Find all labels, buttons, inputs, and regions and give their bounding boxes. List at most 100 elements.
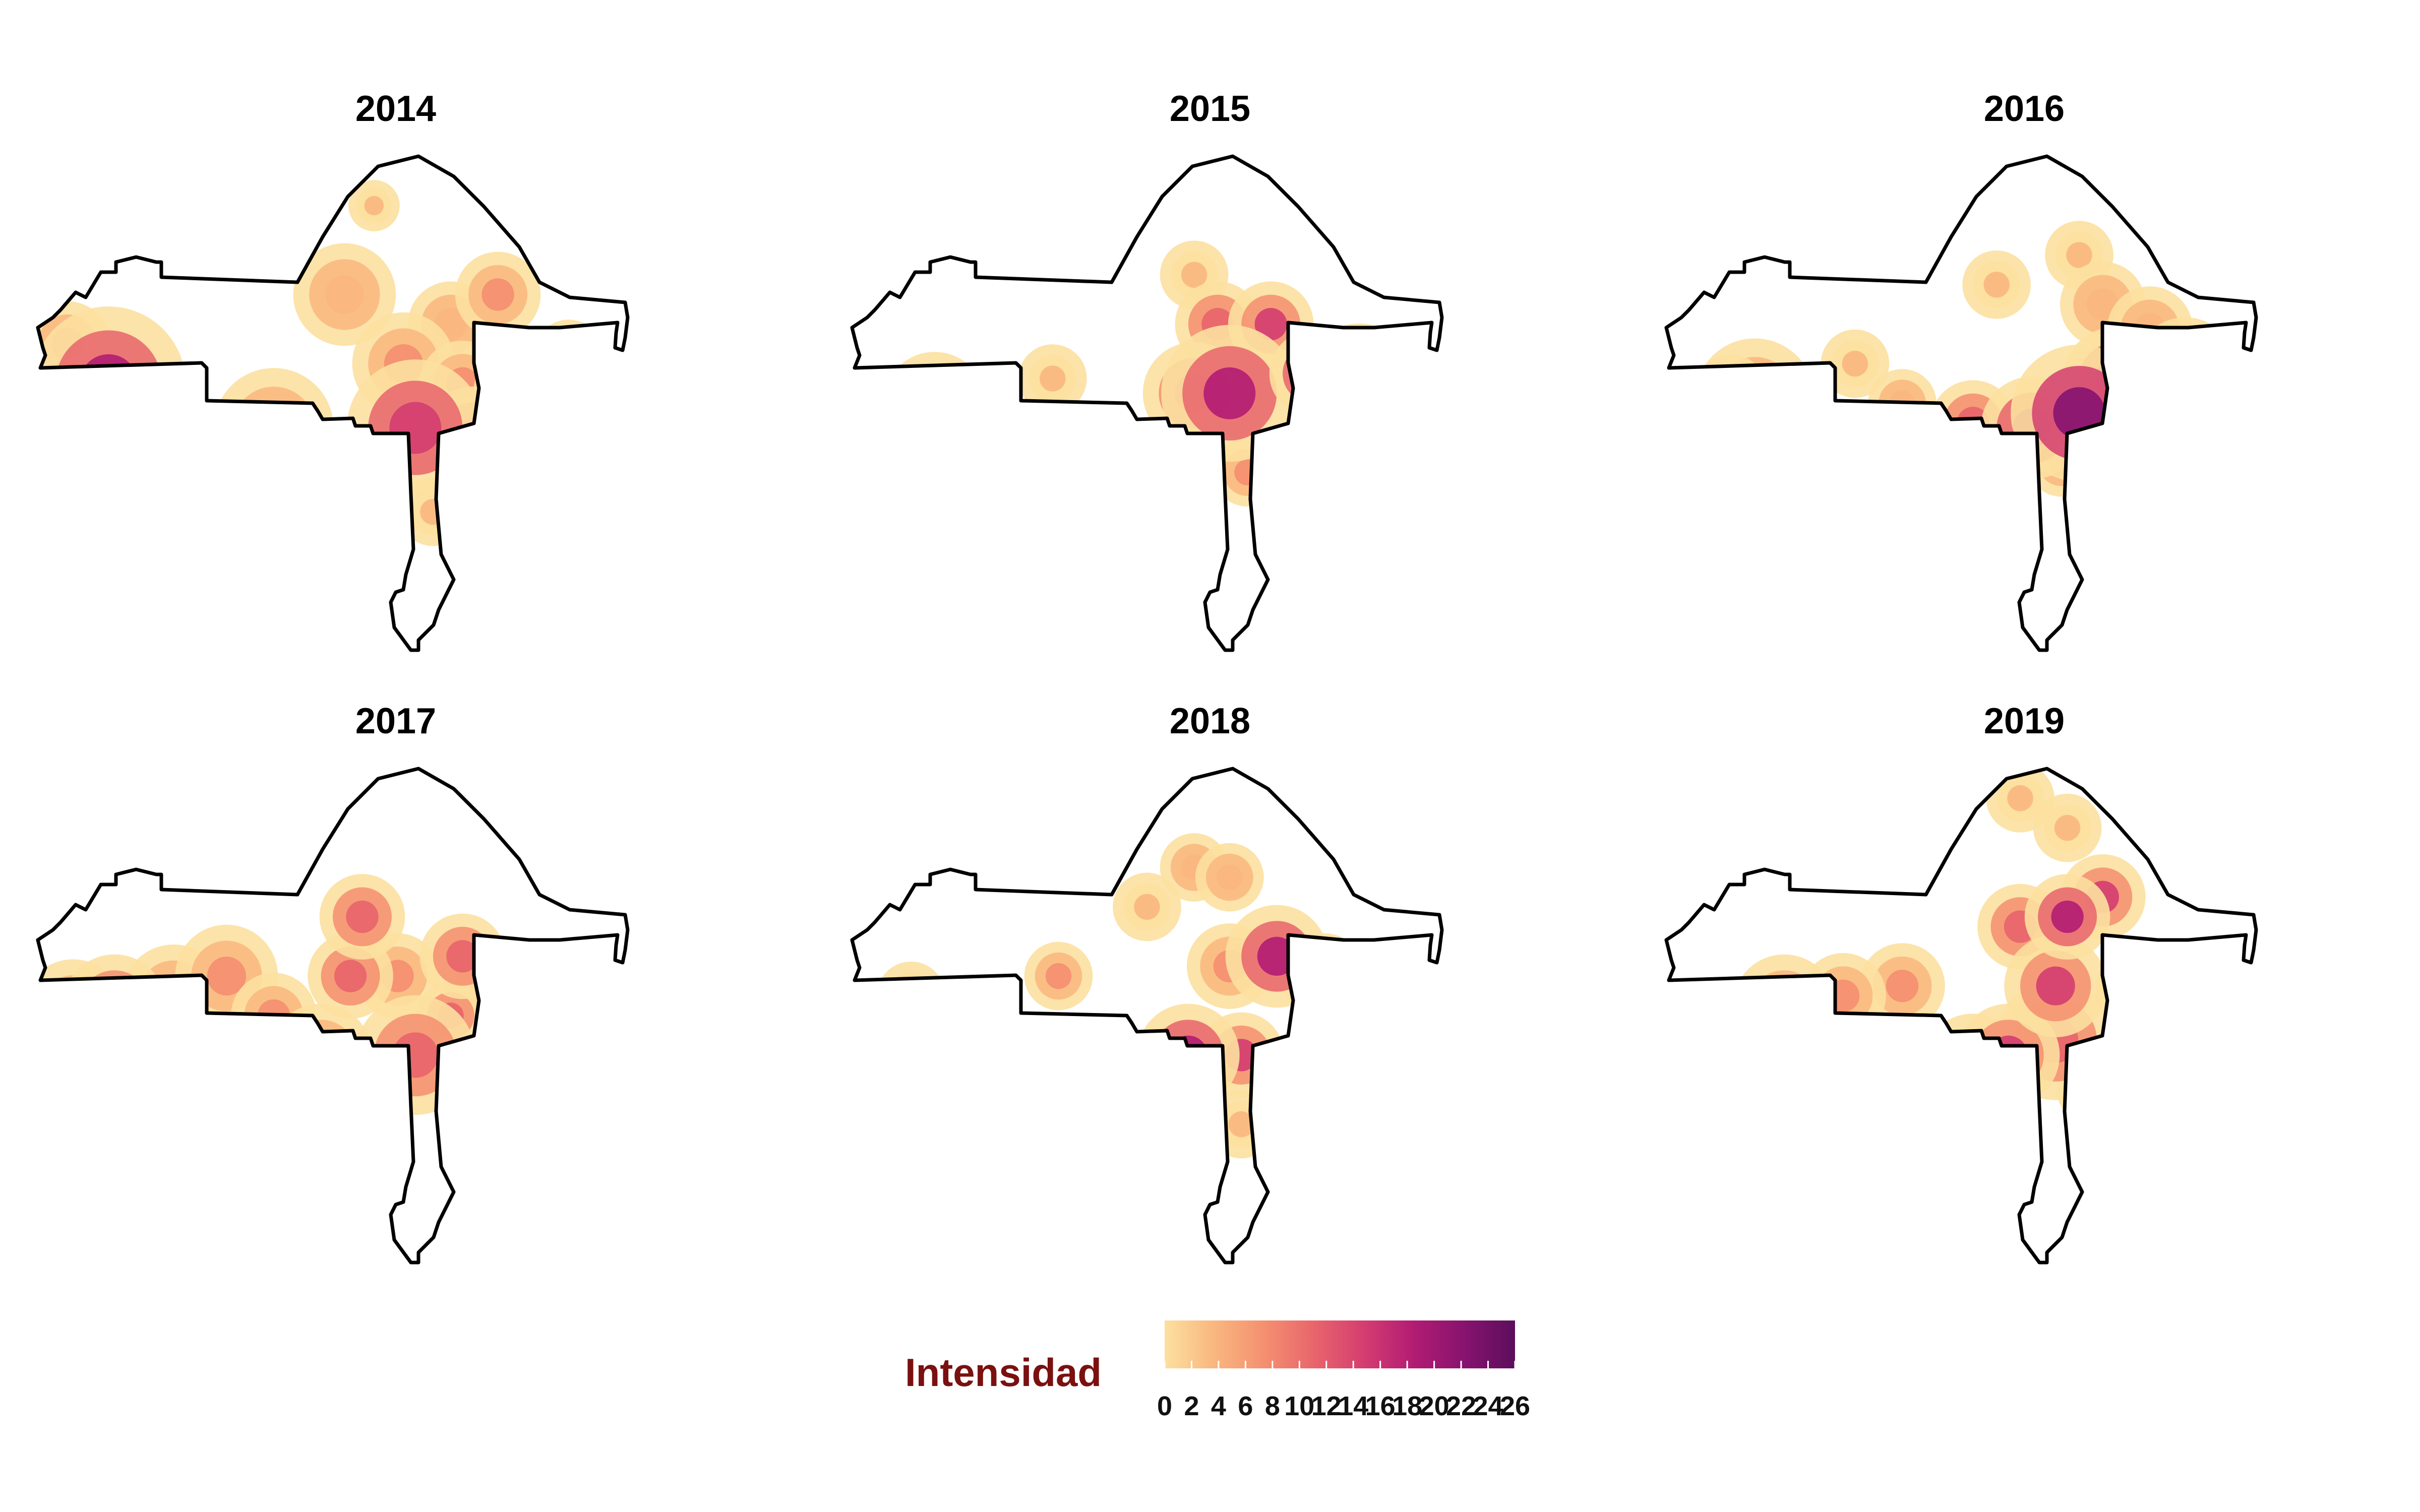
panel-2015: 2015 — [822, 89, 1461, 650]
legend-tick-label: 16 — [1365, 1391, 1396, 1421]
hotspot-core — [1169, 1035, 1208, 1075]
hotspot-halo — [2134, 317, 2237, 420]
hotspot-core — [1402, 377, 1435, 410]
hotspot-halo — [269, 1003, 373, 1107]
hotspot-core — [1827, 979, 1860, 1012]
hotspot-ring — [2150, 333, 2221, 404]
hotspot-halo — [1319, 964, 1423, 1067]
hotspot-core — [95, 986, 134, 1026]
hotspot-halo — [473, 333, 593, 454]
hotspots — [852, 833, 1442, 1159]
hotspot-core — [1988, 1035, 2028, 1075]
hotspot-core — [301, 1035, 341, 1075]
hotspot-core — [1337, 360, 1382, 406]
hotspot-core — [1134, 894, 1160, 920]
legend-tick-label: 24 — [1473, 1391, 1503, 1421]
hotspot-core — [1045, 963, 1072, 989]
hotspot-core — [1732, 375, 1778, 421]
hotspot-core — [446, 940, 479, 973]
hotspot-halo — [1695, 338, 1815, 458]
panel-2016: 2016 — [1647, 89, 2281, 650]
panel-title: 2015 — [1170, 89, 1250, 129]
hotspot-core — [915, 384, 954, 423]
hotspot-ring — [1318, 342, 1401, 425]
hotspot-core — [898, 983, 924, 1009]
hotspots — [1666, 221, 2256, 497]
hotspot-halo — [534, 320, 603, 388]
hotspot-core — [2007, 785, 2033, 811]
legend-tick-label: 6 — [1238, 1391, 1253, 1421]
hotspot-core — [79, 354, 138, 413]
hotspot-halo — [2196, 350, 2256, 436]
hotspot-core — [1842, 350, 1868, 377]
hotspot-core — [1086, 429, 1113, 456]
hotspot-core — [207, 956, 247, 996]
panel-2018: 2018 — [833, 701, 1461, 1263]
region-outline — [38, 156, 628, 650]
hotspot-halo — [1375, 973, 1442, 1058]
region-outline — [852, 769, 1442, 1263]
hotspot-core — [859, 429, 904, 476]
hotspot-core — [1040, 365, 1066, 392]
hotspot-ring — [2209, 363, 2256, 423]
legend-tick-label: 26 — [1500, 1391, 1530, 1421]
hotspot-core — [1673, 411, 1706, 445]
hotspot-core — [1953, 1045, 1993, 1085]
hotspot-ring — [2108, 961, 2168, 1021]
legend-tick-label: 14 — [1338, 1391, 1368, 1421]
hotspot-core — [1307, 960, 1341, 992]
legend-tick-label: 12 — [1311, 1391, 1342, 1421]
panel-title: 2017 — [355, 701, 436, 741]
hotspot-core — [1257, 936, 1297, 976]
hotspot-core — [1181, 262, 1207, 288]
hotspot-core — [53, 991, 93, 1030]
legend-tick-label: 2 — [1184, 1391, 1199, 1421]
panel-title: 2014 — [355, 89, 436, 129]
legend-colorbar — [1165, 1320, 1515, 1368]
hotspot-ring — [1748, 970, 1820, 1041]
hotspot-halo — [2095, 948, 2181, 1034]
hotspot-ring — [545, 330, 592, 377]
panel-2017: 2017 — [22, 701, 628, 1263]
hotspot-halo — [38, 368, 133, 488]
hotspot-ring — [38, 387, 115, 469]
hotspot-halo — [852, 393, 942, 513]
hotspot-halo — [1733, 954, 1836, 1057]
hotspot-core — [1402, 999, 1435, 1032]
hotspot-core — [334, 960, 367, 992]
hotspot-ring — [1713, 357, 1796, 440]
hotspot-ring — [1666, 398, 1720, 458]
hotspot-core — [481, 278, 514, 311]
hotspot-ring — [899, 367, 970, 439]
panel-2014: 2014 — [13, 89, 641, 650]
hotspot-halo — [1694, 982, 1780, 1068]
hotspot-core — [2122, 974, 2155, 1007]
hotspot-ring — [2067, 1066, 2115, 1113]
hotspot-core — [1718, 375, 1744, 402]
hotspot-halo — [590, 353, 628, 404]
legend-tick-label: 0 — [1157, 1391, 1172, 1421]
hotspot-core — [606, 368, 626, 389]
hotspot-core — [2165, 349, 2205, 389]
hotspot-core — [1679, 1009, 1712, 1042]
hotspots — [38, 874, 529, 1115]
hotspot-core — [1351, 996, 1391, 1035]
hotspot-ring — [1388, 986, 1442, 1045]
hotspot-core — [1765, 986, 1804, 1026]
hotspot-ring — [232, 387, 315, 469]
hotspot-core — [556, 341, 582, 367]
hotspot-core — [2051, 900, 2084, 933]
hotspot-core — [1234, 459, 1260, 485]
hotspot-ring — [38, 975, 109, 1046]
hotspot-halo — [877, 961, 945, 1030]
hotspot-core — [859, 1048, 892, 1082]
hotspot-core — [420, 498, 446, 525]
hotspot-halo — [214, 368, 334, 488]
legend-tick-label: 10 — [1284, 1391, 1314, 1421]
hotspot-core — [1983, 272, 2010, 298]
hotspot-ring — [1707, 364, 1755, 412]
panel-title: 2019 — [1984, 701, 2065, 741]
hotspots — [852, 240, 1442, 513]
hotspot-core — [50, 405, 96, 451]
